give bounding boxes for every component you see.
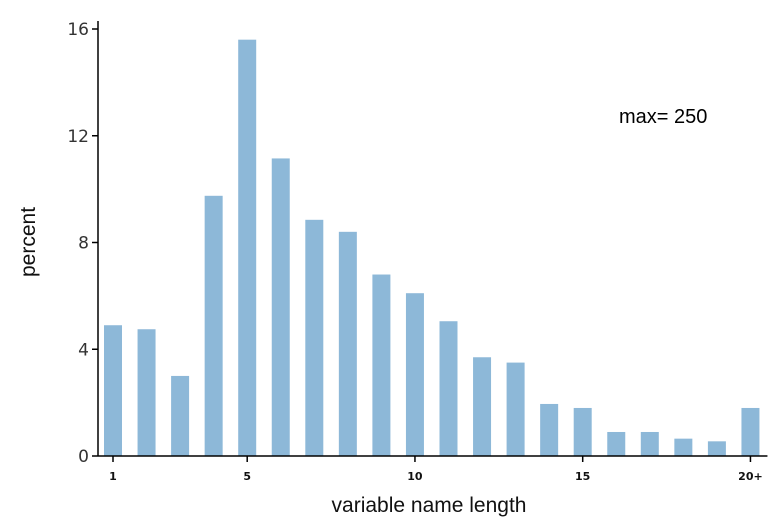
y-tick-label-8: 8 [78,234,89,254]
bar-10 [405,293,424,456]
bars [104,39,760,457]
bar-12 [473,357,492,456]
x-tick-label-10: 10 [407,470,423,483]
y-axis-title: percent [17,207,40,277]
y-tick-label-4: 4 [78,340,89,360]
bar-20 [741,407,760,456]
x-axis: 1 5 10 15 20+ [98,455,768,483]
bar-7 [305,219,324,456]
bar-6 [271,158,290,456]
y-tick-label-16: 16 [67,20,89,40]
bar-18 [674,438,693,456]
bar-19 [707,441,726,456]
x-tick-label-20: 20+ [738,470,763,483]
y-axis: 0 4 8 12 16 [67,20,99,467]
x-tick-label-15: 15 [575,470,590,483]
bar-11 [439,321,458,456]
bar-13 [506,362,525,456]
bar-3 [171,375,190,456]
bar-15 [573,407,592,456]
x-tick-label-1: 1 [109,470,117,483]
bar-17 [640,431,659,456]
y-tick-label-12: 12 [67,127,89,147]
bar-8 [338,231,357,456]
bar-5 [238,39,257,457]
bar-14 [540,403,559,456]
bar-9 [372,274,391,456]
max-annotation: max= 250 [619,106,707,128]
x-tick-label-5: 5 [243,470,251,483]
bar-16 [607,431,626,456]
x-axis-title: variable name length [332,494,527,517]
y-tick-label-0: 0 [78,447,89,467]
bar-1 [104,325,122,456]
bar-4 [204,195,223,456]
bar-2 [137,329,156,456]
